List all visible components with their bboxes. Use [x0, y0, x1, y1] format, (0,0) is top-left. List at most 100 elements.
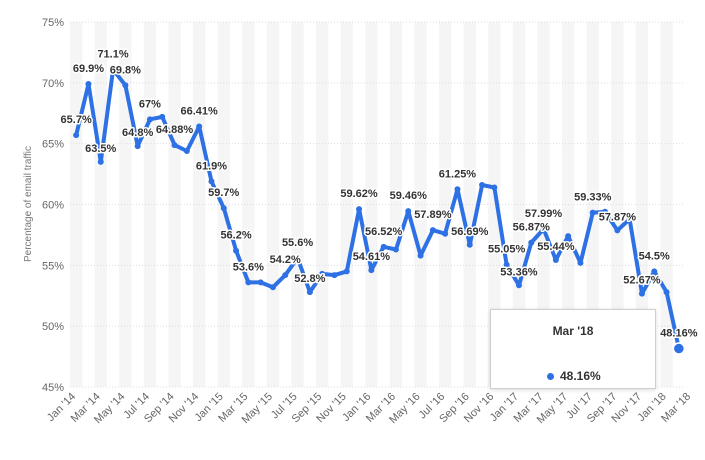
data-point[interactable] [146, 116, 153, 123]
data-point[interactable] [638, 290, 645, 297]
y-axis-label: Percentage of email traffic [23, 146, 34, 262]
data-label: 64.8% [122, 127, 153, 139]
data-point[interactable] [552, 256, 559, 263]
data-label: 61.9% [196, 160, 227, 172]
data-label: 56.69% [451, 226, 489, 238]
data-point[interactable] [269, 284, 276, 291]
data-point[interactable] [614, 227, 621, 234]
data-point[interactable] [319, 270, 326, 277]
y-tick-label: 70% [42, 78, 64, 90]
y-tick-label: 75% [42, 17, 64, 29]
data-label: 59.62% [340, 188, 378, 200]
data-point[interactable] [331, 272, 338, 279]
tooltip-series-dot-icon [547, 372, 554, 380]
y-tick-label: 65% [42, 139, 64, 151]
data-point[interactable] [183, 147, 190, 154]
data-point[interactable] [343, 268, 350, 275]
y-tick-label: 55% [42, 260, 64, 272]
data-label: 56.2% [220, 230, 251, 242]
column-band [537, 22, 550, 387]
data-point[interactable] [672, 342, 686, 355]
data-point[interactable] [626, 216, 633, 223]
data-labels: 65.7% 69.9% 63.5% 71.1% 69.8% 64.8% 67% 64.88% 6… [59, 47, 699, 341]
column-band [266, 22, 280, 387]
data-point[interactable] [515, 282, 522, 289]
data-label: 71.1% [97, 48, 128, 60]
column-band [168, 22, 181, 387]
data-point[interactable] [589, 209, 596, 216]
data-label: 59.46% [390, 190, 428, 202]
data-point[interactable] [306, 289, 313, 296]
column-band [611, 22, 624, 387]
column-band [242, 22, 255, 387]
tooltip-value: 48.16% [560, 369, 601, 383]
column-band [635, 22, 649, 387]
data-point[interactable] [122, 82, 129, 89]
data-point[interactable] [282, 272, 289, 279]
data-label: 63.5% [85, 143, 116, 155]
data-point[interactable] [663, 289, 670, 296]
data-point[interactable] [429, 227, 436, 234]
column-band [389, 22, 403, 387]
data-label: 52.8% [294, 273, 325, 285]
data-point[interactable] [454, 186, 461, 193]
column-band [291, 22, 304, 387]
data-point[interactable] [85, 81, 92, 88]
data-label: 66.41% [180, 106, 218, 118]
data-label: 57.89% [414, 209, 452, 221]
data-point[interactable] [466, 241, 473, 248]
tooltip-row: 48.16% [547, 369, 601, 383]
data-label: 48.16% [660, 328, 698, 340]
data-point[interactable] [356, 206, 363, 213]
data-point[interactable] [97, 158, 104, 165]
data-point[interactable] [540, 225, 547, 232]
data-point[interactable] [602, 208, 609, 215]
data-point[interactable] [528, 239, 535, 246]
data-point[interactable] [651, 268, 658, 275]
column-bands [70, 22, 673, 387]
data-point[interactable] [245, 279, 252, 286]
data-point[interactable] [417, 252, 424, 259]
data-point[interactable] [257, 279, 264, 286]
data-label: 65.7% [61, 114, 92, 126]
column-band [365, 22, 378, 387]
column-band [414, 22, 427, 387]
y-tick-label: 45% [42, 382, 64, 394]
data-label: 69.9% [73, 63, 104, 75]
data-point[interactable] [368, 267, 375, 274]
data-point[interactable] [73, 132, 80, 139]
data-points[interactable] [73, 66, 686, 355]
data-point[interactable] [159, 113, 166, 120]
data-point[interactable] [380, 243, 387, 250]
data-label: 59.33% [574, 192, 612, 204]
data-label: 57.87% [599, 211, 637, 223]
data-label: 67% [139, 98, 161, 110]
column-band [119, 22, 132, 387]
data-point[interactable] [577, 259, 584, 266]
data-point[interactable] [392, 246, 399, 253]
column-band [512, 22, 526, 387]
data-label: 69.8% [110, 64, 141, 76]
data-label: 64.88% [156, 124, 194, 136]
data-label: 61.25% [439, 168, 477, 180]
data-point[interactable] [294, 255, 301, 262]
y-tick-label: 60% [42, 200, 64, 212]
data-point[interactable] [110, 66, 117, 73]
data-point[interactable] [491, 184, 498, 191]
data-point[interactable] [171, 142, 178, 149]
data-label: 54.2% [270, 254, 301, 266]
data-point[interactable] [565, 233, 572, 240]
data-point[interactable] [503, 261, 510, 268]
data-point[interactable] [134, 143, 141, 150]
data-point[interactable] [442, 230, 449, 237]
data-label: 54.61% [353, 251, 391, 263]
data-point[interactable] [220, 205, 227, 212]
data-point[interactable] [479, 182, 486, 189]
data-point[interactable] [405, 208, 412, 215]
data-point[interactable] [208, 178, 215, 185]
data-point[interactable] [233, 247, 240, 254]
data-point[interactable] [196, 123, 203, 130]
data-label: 56.87% [513, 222, 551, 234]
data-label: 56.52% [365, 226, 403, 238]
